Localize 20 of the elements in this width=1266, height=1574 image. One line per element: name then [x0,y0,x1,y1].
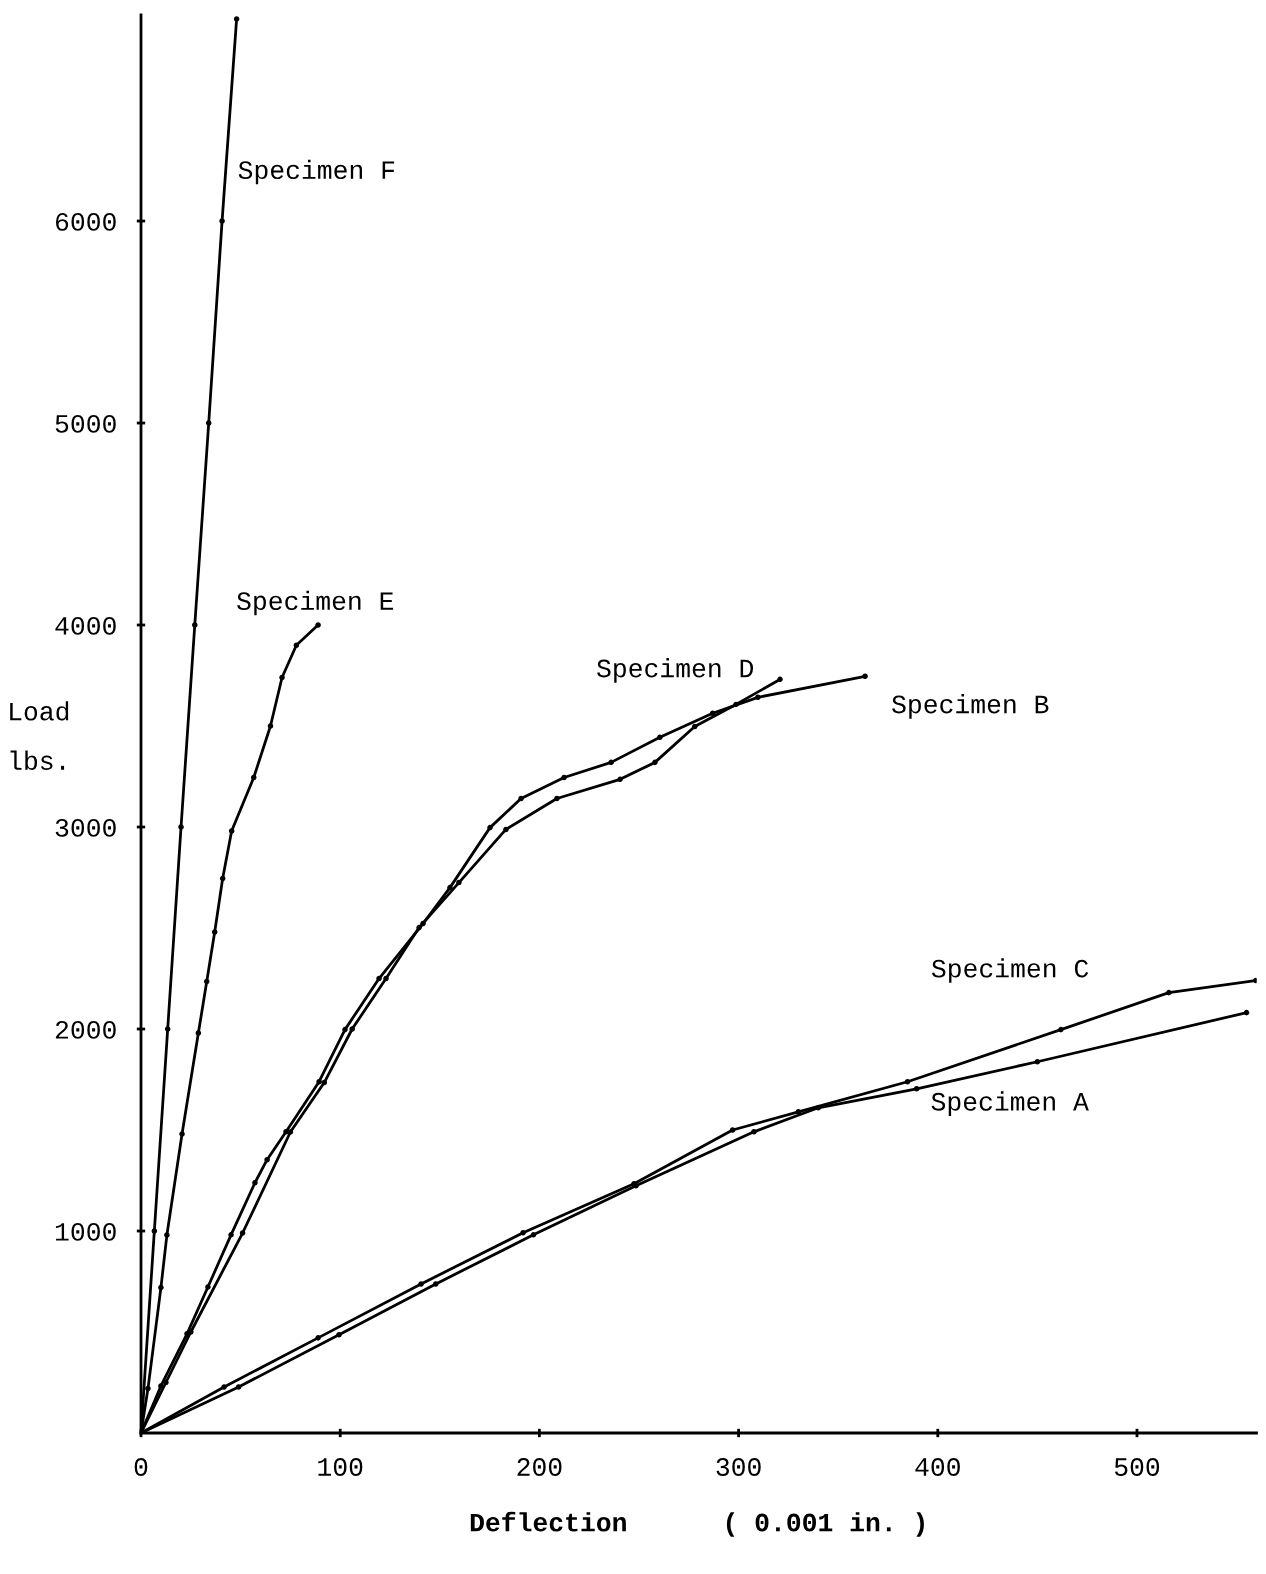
y-axis-title: Load lbs. [10,701,69,770]
series-label: Specimen E [237,590,394,616]
x-tick-label: 300 [716,1458,761,1476]
x-tick-label: 0 [134,1458,148,1476]
y-tick-label: 5000 [55,414,116,433]
x-tick-label: 200 [517,1458,562,1476]
y-tick-label: 4000 [55,616,116,635]
y-tick-label: 6000 [55,212,116,231]
series-label: Specimen D [597,658,754,683]
series-label: Specimen A [931,1091,1089,1116]
x-tick-label: 100 [318,1458,363,1476]
y-tick-label: 2000 [55,1020,116,1039]
x-axis-title: Deflection ( 0.001 in. ) [470,1511,924,1537]
series-label: Specimen B [892,694,1049,719]
series-label: Specimen F [238,159,395,185]
y-tick-label: 3000 [55,818,116,837]
x-tick-label: 400 [915,1458,960,1476]
series-label: Specimen C [931,958,1089,983]
x-tick-label: 500 [1114,1458,1160,1476]
y-tick-label: 1000 [55,1222,116,1241]
